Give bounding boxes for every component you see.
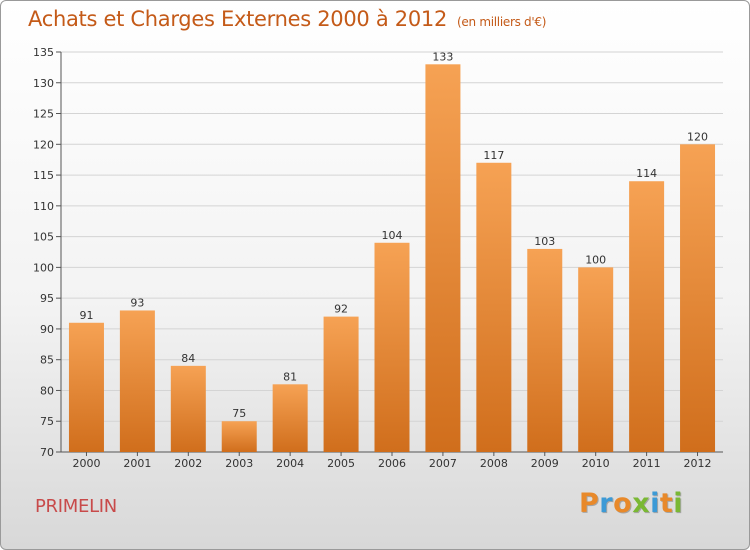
- y-tick-label: 120: [33, 138, 54, 151]
- x-tick-label: 2006: [378, 457, 406, 470]
- y-tick-label: 110: [33, 200, 54, 213]
- data-label: 114: [636, 167, 657, 180]
- bar-2012: [680, 144, 716, 453]
- x-tick-label: 2009: [531, 457, 559, 470]
- bar-2007: [425, 64, 461, 453]
- x-tick-label: 2012: [684, 457, 712, 470]
- logo-letter: P: [579, 488, 600, 519]
- bar-2009: [527, 248, 563, 452]
- x-tick-label: 2000: [72, 457, 100, 470]
- y-tick-label: 100: [33, 261, 54, 274]
- logo-letter: t: [659, 488, 674, 519]
- data-label: 117: [483, 149, 504, 162]
- bar-2005: [323, 316, 359, 452]
- bar-2001: [119, 310, 155, 452]
- x-tick-label: 2003: [225, 457, 253, 470]
- bar-2004: [272, 384, 308, 452]
- y-tick-label: 125: [33, 108, 54, 121]
- data-label: 91: [79, 309, 93, 322]
- logo-letter: x: [632, 488, 651, 519]
- data-label: 103: [534, 235, 555, 248]
- data-label: 84: [181, 352, 195, 365]
- bar-2002: [170, 365, 206, 452]
- y-tick-label: 90: [40, 323, 54, 336]
- data-label: 133: [432, 50, 453, 63]
- data-label: 104: [382, 229, 403, 242]
- city-name: PRIMELIN: [35, 496, 117, 517]
- data-label: 75: [232, 407, 246, 420]
- y-tick-label: 135: [33, 46, 54, 59]
- x-tick-label: 2001: [123, 457, 151, 470]
- bar-2011: [629, 181, 665, 452]
- y-tick-label: 105: [33, 231, 54, 244]
- x-tick-label: 2011: [633, 457, 661, 470]
- y-tick-label: 75: [40, 415, 54, 428]
- x-tick-label: 2002: [174, 457, 202, 470]
- logo-letter: o: [613, 488, 633, 519]
- y-tick-label: 130: [33, 77, 54, 90]
- logo-letter: r: [599, 488, 614, 519]
- x-tick-label: 2007: [429, 457, 457, 470]
- chart-subtitle: (en milliers d'€): [457, 15, 547, 29]
- title-text: Achats et Charges Externes 2000 à 2012: [28, 7, 448, 31]
- x-tick-label: 2004: [276, 457, 304, 470]
- x-tick-label: 2010: [582, 457, 610, 470]
- y-tick-label: 80: [40, 384, 54, 397]
- bar-2000: [68, 322, 104, 452]
- y-tick-label: 85: [40, 354, 54, 367]
- y-tick-label: 95: [40, 292, 54, 305]
- x-tick-label: 2005: [327, 457, 355, 470]
- data-label: 100: [585, 253, 606, 266]
- x-tick-label: 2008: [480, 457, 508, 470]
- chart-title: Achats et Charges Externes 2000 à 2012 (e…: [28, 7, 546, 31]
- data-label: 81: [283, 370, 297, 383]
- logo-letter: i: [650, 488, 660, 519]
- bar-2003: [221, 421, 257, 452]
- bar-2006: [374, 242, 410, 452]
- y-tick-label: 70: [40, 446, 54, 459]
- bar-2010: [578, 267, 614, 452]
- data-label: 120: [687, 130, 708, 143]
- logo-letter: i: [673, 488, 684, 519]
- y-tick-label: 115: [33, 169, 54, 182]
- bar-2008: [476, 162, 512, 452]
- proxiti-logo: Proxiti: [579, 488, 683, 519]
- data-label: 93: [130, 296, 144, 309]
- data-label: 92: [334, 303, 348, 316]
